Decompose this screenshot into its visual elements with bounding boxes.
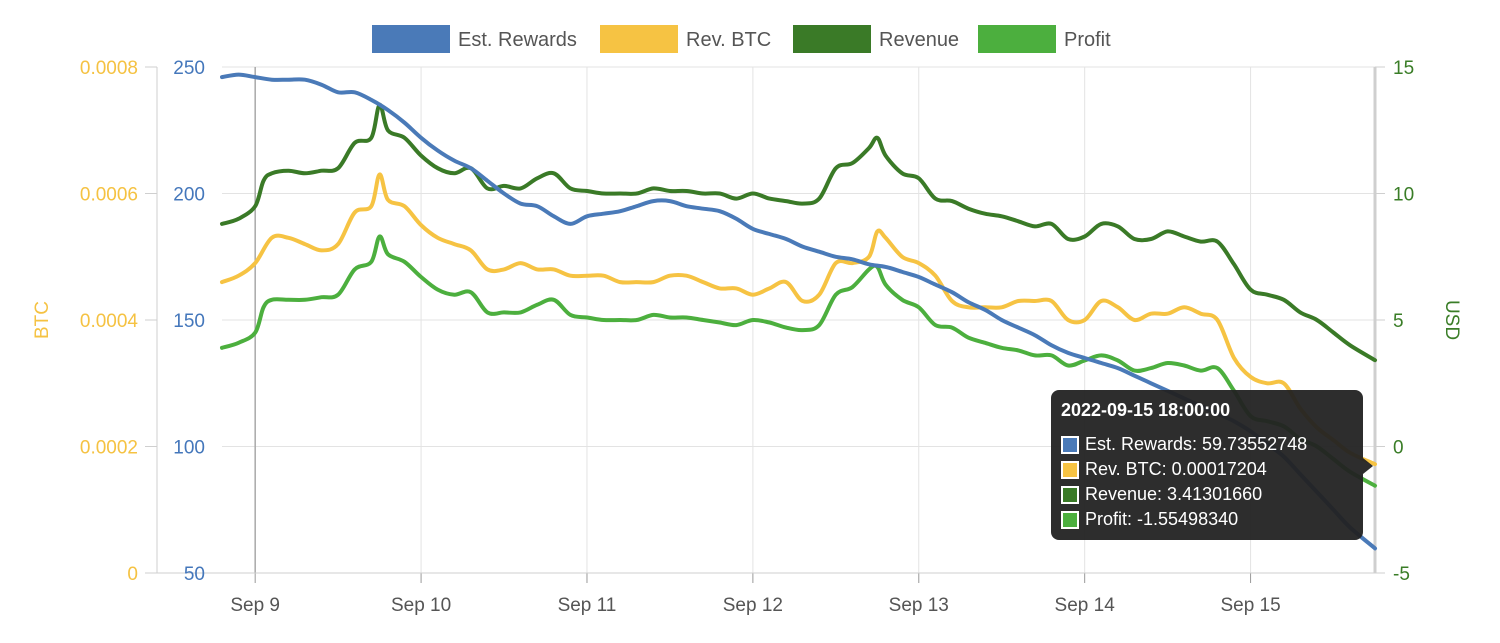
rewards-axis-tick-label: 100 xyxy=(173,438,205,459)
tooltip-caret xyxy=(1363,458,1373,474)
legend-swatch-rev-btc xyxy=(600,25,678,53)
rewards-axis-tick-label: 50 xyxy=(184,564,205,585)
usd-axis-tick-label: 0 xyxy=(1393,438,1404,459)
tooltip-swatch-revenue xyxy=(1061,485,1079,504)
x-tick-label: Sep 9 xyxy=(230,595,280,616)
tooltip-row-rev-btc: Rev. BTC: 0.00017204 xyxy=(1061,457,1353,482)
tooltip-row-revenue: Revenue: 3.41301660 xyxy=(1061,482,1353,507)
btc-axis-tick-label: 0.0004 xyxy=(80,311,139,332)
x-tick-label: Sep 13 xyxy=(889,595,949,616)
chart-tooltip: 2022-09-15 18:00:00 Est. Rewards: 59.735… xyxy=(1051,390,1363,540)
legend-item-est-rewards[interactable]: Est. Rewards xyxy=(372,25,577,53)
tooltip-label-revenue: Revenue: 3.41301660 xyxy=(1085,484,1263,504)
tooltip-swatch-est-rewards xyxy=(1061,435,1079,454)
legend-item-profit[interactable]: Profit xyxy=(978,25,1111,53)
legend-swatch-revenue xyxy=(793,25,871,53)
tooltip-swatch-profit xyxy=(1061,510,1079,529)
tooltip-row-est-rewards: Est. Rewards: 59.73552748 xyxy=(1061,432,1353,457)
tooltip-label-rev-btc: Rev. BTC: 0.00017204 xyxy=(1085,459,1267,479)
legend-label-est-rewards: Est. Rewards xyxy=(458,29,577,51)
x-tick-label: Sep 15 xyxy=(1220,595,1280,616)
usd-axis-tick-label: -5 xyxy=(1393,564,1410,585)
series-line-revenue xyxy=(220,102,1377,363)
series-line-rev-btc xyxy=(220,172,1377,467)
grid xyxy=(222,66,1375,574)
legend-label-rev-btc: Rev. BTC xyxy=(686,29,771,51)
tooltip-row-profit: Profit: -1.55498340 xyxy=(1061,507,1353,532)
usd-axis-tick-label: 10 xyxy=(1393,185,1414,206)
usd-axis-tick-label: 5 xyxy=(1393,311,1404,332)
legend-swatch-profit xyxy=(978,25,1056,53)
tooltip-label-profit: Profit: -1.55498340 xyxy=(1085,509,1239,529)
x-tick-label: Sep 11 xyxy=(558,595,617,616)
legend-label-revenue: Revenue xyxy=(879,29,959,51)
legend-label-profit: Profit xyxy=(1064,29,1111,51)
rewards-axis-tick-label: 200 xyxy=(173,185,205,206)
rewards-axis-tick-label: 250 xyxy=(173,58,205,79)
legend-swatch-est-rewards xyxy=(372,25,450,53)
btc-axis-tick-label: 0.0002 xyxy=(80,438,138,459)
tooltip-title: 2022-09-15 18:00:00 xyxy=(1061,400,1231,420)
usd-axis-tick-label: 15 xyxy=(1393,58,1414,79)
usd-axis-title: USD xyxy=(1441,300,1462,340)
legend: Est. Rewards Rev. BTC Revenue Profit xyxy=(372,25,1111,53)
x-tick-label: Sep 14 xyxy=(1055,595,1116,616)
axes: Sep 9 Sep 10 Sep 11 Sep 12 Sep 13 Sep 14 Sep 1… xyxy=(32,58,1462,616)
tooltip-label-est-rewards: Est. Rewards: 59.73552748 xyxy=(1085,434,1308,454)
series-line-profit xyxy=(220,234,1377,488)
btc-axis-tick-label: 0.0008 xyxy=(80,58,138,79)
legend-item-rev-btc[interactable]: Rev. BTC xyxy=(600,25,771,53)
legend-item-revenue[interactable]: Revenue xyxy=(793,25,959,53)
btc-axis-title: BTC xyxy=(32,301,53,339)
tooltip-swatch-rev-btc xyxy=(1061,460,1079,479)
btc-axis-tick-label: 0 xyxy=(127,564,138,585)
x-tick-label: Sep 10 xyxy=(391,595,451,616)
btc-axis-tick-label: 0.0006 xyxy=(80,185,138,206)
rewards-axis-tick-label: 150 xyxy=(173,311,205,332)
x-tick-label: Sep 12 xyxy=(723,595,783,616)
